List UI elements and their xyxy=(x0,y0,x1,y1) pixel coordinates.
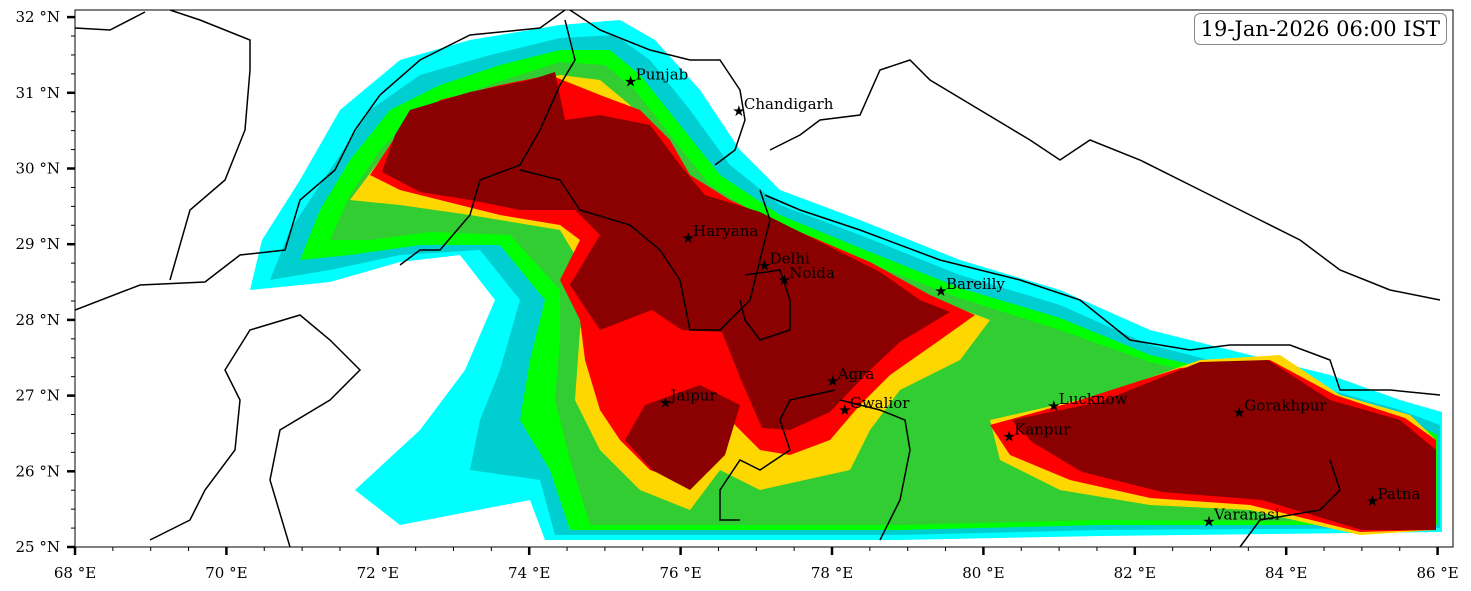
star-icon: ★ xyxy=(758,256,771,274)
star-icon: ★ xyxy=(826,372,839,390)
city-noida: ★Noida xyxy=(778,264,835,289)
city-markers: ★Punjab★Chandigarh★Haryana★Delhi★Noida★B… xyxy=(624,65,1421,530)
x-tick-label: 74 °E xyxy=(508,564,550,582)
city-label: Noida xyxy=(789,264,835,282)
star-icon: ★ xyxy=(1202,512,1215,530)
city-bareilly: ★Bareilly xyxy=(934,275,1005,300)
city-punjab: ★Punjab xyxy=(624,65,688,90)
city-label: Gwalior xyxy=(850,394,910,412)
city-label: Agra xyxy=(837,365,875,383)
y-tick-label: 25 °N xyxy=(16,538,60,556)
city-label: Punjab xyxy=(636,65,689,83)
city-agra: ★Agra xyxy=(826,365,874,390)
star-icon: ★ xyxy=(1366,492,1379,510)
fog-layer xyxy=(75,10,1442,547)
y-tick-label: 27 °N xyxy=(16,387,60,405)
x-tick-label: 76 °E xyxy=(659,564,701,582)
axes: 68 °E 70 °E 72 °E 74 °E 76 °E 78 °E 80 °E 82 °E… xyxy=(16,8,1459,582)
city-gorakhpur: ★Gorakhpur xyxy=(1233,396,1328,421)
star-icon: ★ xyxy=(659,393,672,411)
city-gwalior: ★Gwalior xyxy=(838,394,910,419)
city-delhi: ★Delhi xyxy=(758,249,810,274)
city-label: Jaipur xyxy=(668,386,717,404)
city-label: Bareilly xyxy=(946,275,1005,293)
star-icon: ★ xyxy=(624,72,637,90)
x-tick-label: 78 °E xyxy=(811,564,853,582)
x-tick-label: 70 °E xyxy=(205,564,247,582)
city-label: Varanasi xyxy=(1213,505,1280,523)
star-icon: ★ xyxy=(1047,397,1060,415)
y-tick-label: 26 °N xyxy=(16,462,60,480)
city-lucknow: ★Lucknow xyxy=(1047,390,1128,415)
city-label: Lucknow xyxy=(1059,390,1128,408)
x-tick-label: 86 °E xyxy=(1416,564,1458,582)
city-haryana: ★Haryana xyxy=(681,222,758,247)
fog-band-darkred xyxy=(382,72,950,430)
star-icon: ★ xyxy=(732,102,745,120)
fog-band-darkred-east xyxy=(1012,360,1436,530)
plot-frame xyxy=(74,9,1454,548)
y-tick-label: 28 °N xyxy=(16,311,60,329)
boundary-lines xyxy=(75,10,1441,547)
city-label: Kanpur xyxy=(1014,420,1071,438)
x-tick-label: 80 °E xyxy=(962,564,1004,582)
city-label: Gorakhpur xyxy=(1244,396,1327,414)
y-tick-label: 30 °N xyxy=(16,160,60,178)
x-tick-label: 68 °E xyxy=(54,564,96,582)
city-patna: ★Patna xyxy=(1366,485,1421,510)
x-tick-label: 82 °E xyxy=(1114,564,1156,582)
city-kanpur: ★Kanpur xyxy=(1002,420,1071,445)
x-tick-label: 72 °E xyxy=(357,564,399,582)
y-tick-label: 31 °N xyxy=(16,84,60,102)
y-tick-label: 29 °N xyxy=(16,235,60,253)
fog-band-darkred-jaipur xyxy=(625,385,740,490)
city-chandigarh: ★Chandigarh xyxy=(732,95,834,120)
city-label: Delhi xyxy=(770,249,810,267)
timestamp-label: 19-Jan-2026 06:00 IST xyxy=(1193,13,1447,45)
city-label: Patna xyxy=(1377,485,1420,503)
star-icon: ★ xyxy=(778,271,791,289)
city-varanasi: ★Varanasi xyxy=(1202,505,1280,530)
star-icon: ★ xyxy=(681,229,694,247)
star-icon: ★ xyxy=(1002,427,1015,445)
city-jaipur: ★Jaipur xyxy=(659,386,718,411)
x-tick-label: 84 °E xyxy=(1265,564,1307,582)
city-label: Chandigarh xyxy=(744,95,834,113)
star-icon: ★ xyxy=(1233,403,1246,421)
y-tick-label: 32 °N xyxy=(16,8,60,26)
star-icon: ★ xyxy=(934,282,947,300)
city-label: Haryana xyxy=(693,222,758,240)
star-icon: ★ xyxy=(838,401,851,419)
